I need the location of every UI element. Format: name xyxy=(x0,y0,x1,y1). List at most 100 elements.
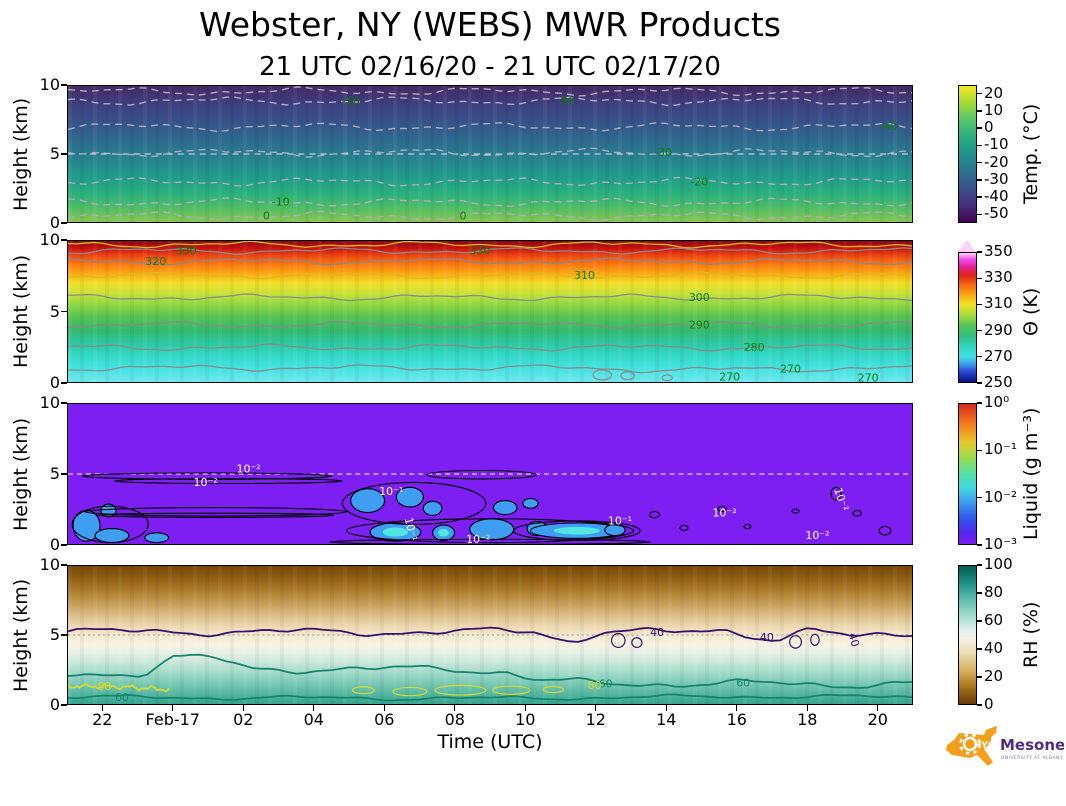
contour-label: 270 xyxy=(858,372,879,382)
logo-nys-text: NYS xyxy=(974,741,995,751)
y-tick-label: 0 xyxy=(49,695,60,714)
contour-temperature--50 xyxy=(68,96,912,107)
contour-label: -10 xyxy=(272,196,290,209)
y-tick-label: 0 xyxy=(49,213,60,232)
colorbar-tick-label: 100 xyxy=(984,555,1013,573)
liquid-contour xyxy=(830,486,842,501)
colorbar-tick-mark xyxy=(977,648,982,650)
contour-label: 40 xyxy=(760,631,774,644)
colorbar-tick-mark xyxy=(977,676,982,678)
colorbar-tick-mark xyxy=(977,196,982,198)
x-tick-label: 04 xyxy=(303,710,324,729)
colorbar-potential-temperature xyxy=(958,252,977,383)
colorbar-tick-label: -50 xyxy=(984,204,1009,223)
contour-relative-humidity-80 xyxy=(68,682,170,693)
liquid-contour xyxy=(513,520,641,542)
contour-potential-temperature-330 xyxy=(68,247,912,255)
figure-subtitle: 21 UTC 02/16/20 - 21 UTC 02/17/20 xyxy=(259,52,721,82)
colorbar-tick-mark xyxy=(977,592,982,594)
contour-label: 320 xyxy=(145,255,166,268)
contour-potential-temperature-310 xyxy=(68,271,912,280)
contour-label: 10⁻¹ xyxy=(402,516,420,542)
y-axis-label: Height (km) xyxy=(10,254,32,369)
liquid-contour xyxy=(717,505,727,513)
contour-loop xyxy=(351,686,375,695)
colorbar-tick-label: -20 xyxy=(984,152,1009,171)
liquid-contour xyxy=(878,525,892,536)
colorbar-tick-label: 20 xyxy=(984,667,1004,685)
colorbar-tick-label: 330 xyxy=(984,268,1013,287)
contour-label: 10⁻² xyxy=(237,463,261,476)
colorbar-axis-label: Liquid (g m⁻³) xyxy=(1020,407,1042,541)
colorbar-liquid-water xyxy=(958,403,977,545)
y-tick-mark xyxy=(61,544,67,546)
colorbar-tick-label: 270 xyxy=(984,346,1013,365)
colorbar-tick-label: 10⁻³ xyxy=(984,535,1018,553)
colorbar-tick-mark xyxy=(977,382,982,384)
x-tick-mark xyxy=(172,705,174,711)
heatmap-relative-humidity: 40 40 40 60 60 60 80 80 xyxy=(67,565,913,705)
x-tick-mark xyxy=(595,705,597,711)
y-tick-mark xyxy=(61,402,67,404)
x-tick-label: 16 xyxy=(726,710,747,729)
contour-label: 0 xyxy=(460,209,467,222)
nys-mesonet-logo: NYS Mesonet UNIVERSITY AT ALBANY xyxy=(944,724,1066,786)
colorbar-tick-label: 10⁻¹ xyxy=(984,440,1018,459)
liquid-contour xyxy=(113,477,343,485)
contours-potential-temperature: 330 330 320 310 300 290 280 270 270 270 xyxy=(68,241,912,382)
logo-subtext: UNIVERSITY AT ALBANY xyxy=(1001,755,1063,761)
contour-label: -30 xyxy=(654,146,672,159)
x-tick-label: 12 xyxy=(585,710,606,729)
y-tick-label: 10 xyxy=(39,555,60,574)
contour-label: 300 xyxy=(689,291,710,304)
x-tick-mark xyxy=(665,705,667,711)
liquid-blob xyxy=(350,488,386,514)
y-axis-label: Height (km) xyxy=(10,578,32,692)
contour-loop xyxy=(661,374,673,382)
contour-temperature--10 xyxy=(68,197,912,207)
contour-temperature-0 xyxy=(68,210,912,222)
colorbar-relative-humidity xyxy=(958,565,977,705)
liquid-contour xyxy=(679,524,689,531)
contour-label: -40 xyxy=(879,120,897,133)
colorbar-tick-label: 0 xyxy=(984,118,994,137)
colorbar-tick-mark xyxy=(977,356,982,358)
liquid-contour xyxy=(81,472,333,480)
colorbar-tick-label: 350 xyxy=(984,242,1013,260)
gear-icon xyxy=(962,736,978,752)
contour-loop xyxy=(491,685,531,695)
contours-liquid-water: 10⁻²10⁻²10⁻¹10⁻¹ 10⁻²10⁻¹10⁻²10⁻²10⁻² xyxy=(68,463,912,544)
figure-title: Webster, NY (WEBS) MWR Products xyxy=(199,5,781,44)
colorbar-tick-label: 80 xyxy=(984,583,1004,601)
colorbar-tick-mark xyxy=(977,179,982,181)
colorbar-tick-mark xyxy=(977,277,982,279)
liquid-blob-core xyxy=(382,527,409,537)
colorbar-tick-label: 10 xyxy=(984,100,1004,119)
contour-loop xyxy=(810,633,820,646)
y-tick-mark xyxy=(61,382,67,384)
x-tick-label: 22 xyxy=(92,710,113,729)
contour-label: 330 xyxy=(469,244,490,257)
contour-label: 80 xyxy=(97,680,111,693)
liquid-contour xyxy=(96,512,335,518)
liquid-blob xyxy=(492,500,518,516)
colorbar-temperature xyxy=(958,85,977,223)
colorbar-tick-mark xyxy=(977,303,982,306)
contour-label: 10⁻² xyxy=(194,476,218,489)
x-tick-mark xyxy=(877,705,879,711)
liquid-blob xyxy=(395,486,424,508)
liquid-blob xyxy=(422,500,443,516)
y-tick-mark xyxy=(61,704,67,706)
contour-label: 10⁻² xyxy=(805,529,829,542)
colorbar-tick-mark xyxy=(977,564,982,566)
liquid-contour xyxy=(345,518,635,544)
colorbar-tick-mark xyxy=(977,92,982,95)
contour-loop xyxy=(620,371,635,381)
liquid-contour xyxy=(329,538,651,544)
colorbar-tick-label: 20 xyxy=(984,83,1004,102)
liquid-contour xyxy=(852,509,862,517)
contour-potential-temperature-270 xyxy=(68,364,912,374)
colorbar-tick-label: -10 xyxy=(984,135,1009,154)
logo-graphic: NYS Mesonet UNIVERSITY AT ALBANY xyxy=(946,726,1066,766)
x-tick-label: 02 xyxy=(233,710,254,729)
